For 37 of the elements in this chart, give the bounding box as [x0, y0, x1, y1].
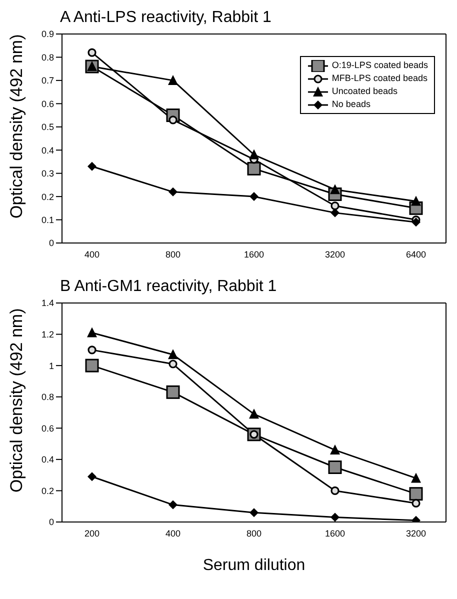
y-tick-label: 0.5 — [41, 122, 54, 132]
x-axis-title: Serum dilution — [202, 557, 306, 574]
y-tick-label: 0.3 — [41, 168, 54, 179]
y-tick-label: 0.2 — [41, 192, 54, 202]
chart-title: B Anti-GM1 reactivity, Rabbit 1 — [60, 277, 278, 296]
y-tick-label: 1.4 — [41, 298, 54, 308]
x-tick-label: 3200 — [406, 528, 426, 538]
x-tick-label: 1600 — [324, 528, 346, 538]
legend-label: No beads — [332, 98, 370, 111]
chart-title: A Anti-LPS reactivity, Rabbit 1 — [60, 8, 272, 27]
x-tick-label: 400 — [84, 249, 100, 260]
legend-label: O:19-LPS coated beads — [332, 59, 428, 72]
y-tick-label: 0.8 — [41, 52, 54, 62]
x-tick-label: 6400 — [406, 249, 426, 260]
y-tick-label: 0.2 — [41, 486, 54, 496]
x-tick-label: 1600 — [244, 249, 264, 260]
legend-label: MFB-LPS coated beads — [332, 72, 428, 85]
y-tick-label: 0 — [48, 517, 54, 528]
y-tick-label: 1.2 — [41, 329, 54, 340]
y-tick-label: 0.6 — [41, 423, 54, 434]
x-tick-label: 3200 — [324, 249, 346, 260]
y-tick-label: 0.6 — [41, 98, 54, 109]
x-tick-label: 800 — [246, 528, 262, 538]
y-tick-label: 0.7 — [41, 76, 54, 86]
x-tick-label: 200 — [84, 528, 100, 538]
legend-label: Uncoated beads — [332, 85, 398, 98]
y-tick-label: 0 — [48, 238, 54, 248]
y-axis-title: Optical density (492 nm) — [7, 34, 26, 218]
y-tick-label: 0.9 — [41, 29, 54, 40]
x-tick-label: 800 — [165, 249, 181, 260]
y-tick-label: 0.4 — [41, 145, 54, 156]
y-tick-label: 0.1 — [41, 214, 54, 225]
y-axis-title: Optical density (492 nm) — [7, 308, 26, 492]
y-tick-label: 0.4 — [41, 454, 54, 465]
y-tick-label: 1 — [48, 360, 54, 371]
x-tick-label: 400 — [165, 528, 181, 538]
y-tick-label: 0.8 — [41, 392, 54, 402]
